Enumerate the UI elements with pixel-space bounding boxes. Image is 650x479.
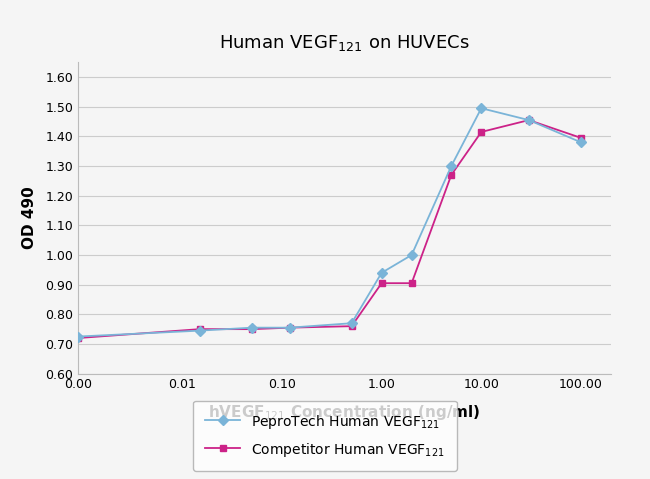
Line: Competitor Human VEGF$_{121}$: Competitor Human VEGF$_{121}$	[75, 116, 584, 342]
PeproTech Human VEGF$_{121}$	[196, 328, 203, 333]
PeproTech Human VEGF$_{121}$	[525, 117, 533, 123]
Competitor Human VEGF$_{121}$	[447, 172, 455, 178]
Competitor Human VEGF$_{121}$	[286, 325, 294, 331]
PeproTech Human VEGF$_{121}$	[348, 320, 356, 326]
PeproTech Human VEGF$_{121}$	[286, 325, 294, 331]
PeproTech Human VEGF$_{121}$	[577, 139, 585, 145]
Title: Human VEGF$_{121}$ on HUVECs: Human VEGF$_{121}$ on HUVECs	[219, 34, 470, 53]
Competitor Human VEGF$_{121}$	[196, 326, 203, 332]
Competitor Human VEGF$_{121}$	[248, 326, 256, 332]
X-axis label: hVEGF$_{121}$ Concentration (ng/ml): hVEGF$_{121}$ Concentration (ng/ml)	[208, 402, 481, 422]
Competitor Human VEGF$_{121}$	[408, 280, 415, 286]
PeproTech Human VEGF$_{121}$	[248, 325, 256, 331]
PeproTech Human VEGF$_{121}$	[378, 270, 385, 276]
PeproTech Human VEGF$_{121}$	[74, 334, 82, 340]
Competitor Human VEGF$_{121}$	[477, 129, 485, 135]
Competitor Human VEGF$_{121}$	[74, 335, 82, 341]
Y-axis label: OD 490: OD 490	[22, 186, 37, 250]
PeproTech Human VEGF$_{121}$	[408, 252, 415, 258]
PeproTech Human VEGF$_{121}$	[477, 105, 485, 111]
Legend: PeproTech Human VEGF$_{121}$, Competitor Human VEGF$_{121}$: PeproTech Human VEGF$_{121}$, Competitor…	[193, 400, 457, 471]
PeproTech Human VEGF$_{121}$	[447, 163, 455, 169]
Line: PeproTech Human VEGF$_{121}$: PeproTech Human VEGF$_{121}$	[75, 105, 584, 340]
Competitor Human VEGF$_{121}$	[525, 117, 533, 123]
Competitor Human VEGF$_{121}$	[577, 135, 585, 141]
Competitor Human VEGF$_{121}$	[348, 323, 356, 329]
Competitor Human VEGF$_{121}$	[378, 280, 385, 286]
